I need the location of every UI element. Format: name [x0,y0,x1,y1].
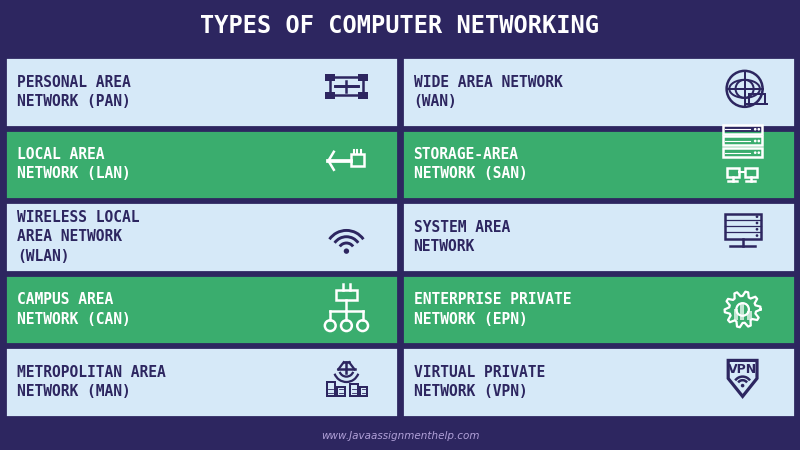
Text: METROPOLITAN AREA
NETWORK (MAN): METROPOLITAN AREA NETWORK (MAN) [18,365,166,399]
Circle shape [756,216,758,218]
Bar [734,310,738,320]
Bar [326,382,334,396]
Circle shape [754,151,757,154]
Text: VPN: VPN [728,363,757,376]
Bar [358,74,367,81]
FancyBboxPatch shape [6,130,398,199]
FancyBboxPatch shape [402,275,794,344]
Bar [723,125,762,134]
Circle shape [754,140,757,142]
Bar [747,311,752,320]
Circle shape [344,248,349,254]
Bar [740,304,744,320]
Bar [326,92,335,99]
Bar [351,153,363,166]
Bar [358,92,367,99]
Text: VIRTUAL PRIVATE
NETWORK (VPN): VIRTUAL PRIVATE NETWORK (VPN) [414,365,545,399]
Bar [727,168,739,177]
Bar [723,136,762,145]
Bar [360,387,367,396]
Bar [350,384,358,396]
Circle shape [756,228,758,230]
Text: CAMPUS AREA
NETWORK (CAN): CAMPUS AREA NETWORK (CAN) [18,292,131,327]
Circle shape [754,128,757,130]
FancyBboxPatch shape [402,347,794,417]
Text: SYSTEM AREA
NETWORK: SYSTEM AREA NETWORK [414,220,510,254]
FancyBboxPatch shape [402,57,794,126]
Text: WIRELESS LOCAL
AREA NETWORK
(WLAN): WIRELESS LOCAL AREA NETWORK (WLAN) [18,210,140,264]
Bar [338,387,345,396]
FancyBboxPatch shape [6,347,398,417]
Text: TYPES OF COMPUTER NETWORKING: TYPES OF COMPUTER NETWORKING [201,14,599,38]
FancyBboxPatch shape [6,57,398,126]
Bar [746,168,757,177]
Bar [326,74,335,81]
FancyBboxPatch shape [6,275,398,344]
Bar [723,148,762,157]
Bar [336,290,358,301]
FancyBboxPatch shape [6,202,398,272]
Circle shape [741,384,744,387]
Circle shape [758,128,760,130]
Text: LOCAL AREA
NETWORK (LAN): LOCAL AREA NETWORK (LAN) [18,147,131,181]
Circle shape [758,151,760,154]
Text: WIDE AREA NETWORK
(WAN): WIDE AREA NETWORK (WAN) [414,75,562,109]
FancyBboxPatch shape [402,202,794,272]
FancyBboxPatch shape [402,130,794,199]
Text: www.Javaassignmenthelp.com: www.Javaassignmenthelp.com [321,431,479,441]
Circle shape [756,234,758,237]
Bar [725,214,761,239]
Circle shape [756,222,758,225]
Text: STORAGE-AREA
NETWORK (SAN): STORAGE-AREA NETWORK (SAN) [414,147,527,181]
Text: ENTERPRISE PRIVATE
NETWORK (EPN): ENTERPRISE PRIVATE NETWORK (EPN) [414,292,571,327]
Circle shape [758,140,760,142]
Bar [749,94,765,104]
Text: PERSONAL AREA
NETWORK (PAN): PERSONAL AREA NETWORK (PAN) [18,75,131,109]
